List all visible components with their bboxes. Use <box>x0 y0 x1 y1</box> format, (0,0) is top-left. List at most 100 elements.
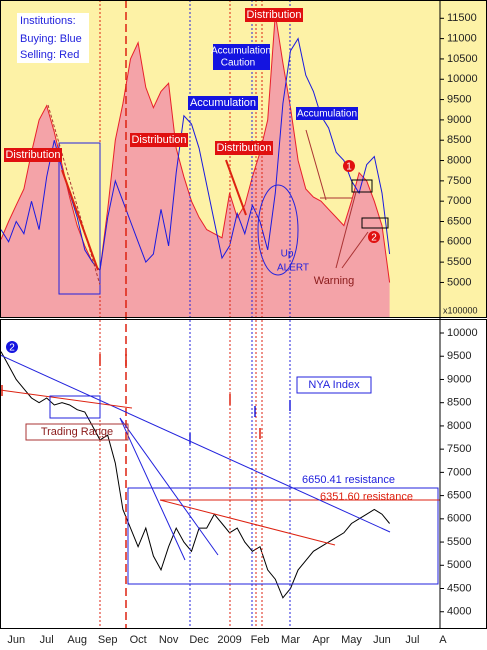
y-tick-label: 7500 <box>447 175 471 187</box>
top-drawings <box>47 104 389 295</box>
y-tick-label: 5500 <box>447 536 471 548</box>
y-tick-label: 5500 <box>447 256 471 268</box>
y-tick-label: 9500 <box>447 93 471 105</box>
x-tick-label: May <box>341 634 362 646</box>
x-tick-label: Aug <box>67 634 87 646</box>
y-tick-label: 9500 <box>447 350 471 362</box>
index-label: NYA Index <box>308 379 360 391</box>
y-tick-label: 6000 <box>447 513 471 525</box>
y-tick-label: 8000 <box>447 420 471 432</box>
distribution-label: Distribution <box>131 134 186 146</box>
pointer <box>335 191 357 269</box>
y-tick-label: 4000 <box>447 606 471 618</box>
x-tick-label: A <box>439 634 447 646</box>
trend-line <box>0 389 133 409</box>
trend-line <box>159 499 336 546</box>
alert-label: ALERT <box>277 263 309 274</box>
distribution-label: Distribution <box>5 149 60 161</box>
x-tick-label: Jun <box>373 634 391 646</box>
marker-label: 1 <box>346 162 352 173</box>
note-box <box>296 376 372 394</box>
label-box <box>213 44 270 70</box>
box <box>49 395 101 419</box>
alert-ellipse <box>257 184 299 276</box>
y-tick-label: 10000 <box>447 327 478 339</box>
label-box <box>4 148 62 162</box>
pointer <box>341 231 369 269</box>
trend-line <box>225 159 247 216</box>
resistance-label: 6650.41 resistance <box>302 474 395 486</box>
legend-entry: Selling: Red <box>20 49 79 61</box>
legend-title: Institutions: <box>20 15 76 27</box>
y-tick-label: 8000 <box>447 154 471 166</box>
x-tick-label: Mar <box>281 634 300 646</box>
marker <box>6 341 18 353</box>
y-tick-label: 7000 <box>447 195 471 207</box>
label-box <box>188 96 258 110</box>
box <box>127 487 439 585</box>
box <box>58 142 101 295</box>
y-tick-label: 5000 <box>447 559 471 571</box>
y-tick-label: 9000 <box>447 373 471 385</box>
trend-line <box>305 129 327 201</box>
accumulation-label: Accumulation <box>190 97 256 109</box>
range-label: Trading Range <box>41 426 113 438</box>
x-tick-label: Jul <box>405 634 419 646</box>
trend-line <box>47 104 101 286</box>
box <box>351 179 373 193</box>
y-tick-label: 9000 <box>447 114 471 126</box>
y-tick-label: 5000 <box>447 276 471 288</box>
trend-line <box>61 169 99 271</box>
warning-label: Warning <box>314 275 355 287</box>
distribution-label: Distribution <box>216 142 271 154</box>
accumulation-label: Accumulation <box>211 46 271 57</box>
x-tick-label: Apr <box>312 634 329 646</box>
marker <box>343 160 355 172</box>
accumulation-label: Accumulation <box>297 109 357 120</box>
alert-label: Up <box>281 249 294 260</box>
x-tick-label: Oct <box>130 634 147 646</box>
box <box>361 217 389 229</box>
line <box>0 351 390 599</box>
y-tick-label: 11500 <box>447 12 477 24</box>
x-tick-label: Feb <box>251 634 270 646</box>
x-tick-label: Jul <box>40 634 54 646</box>
y-tick-label: 8500 <box>447 134 471 146</box>
y-tick-label: 11000 <box>447 33 477 45</box>
y-tick-label: 7000 <box>447 466 471 478</box>
resistance-label: 6351.60 resistance <box>320 491 413 503</box>
y-tick-label: 10500 <box>447 53 478 65</box>
x-tick-label: Sep <box>98 634 118 646</box>
y-tick-label: 8500 <box>447 397 471 409</box>
x-tick-label: Dec <box>189 634 209 646</box>
area <box>1 14 390 317</box>
marker-label: 2 <box>9 343 15 354</box>
label-box <box>130 133 188 147</box>
x-tick-label: 2009 <box>217 634 241 646</box>
trend-line <box>119 417 186 561</box>
y-tick-label: 4500 <box>447 582 471 594</box>
legend-box <box>17 13 89 63</box>
bottom-panel-bg <box>0 319 487 629</box>
bottom-drawings <box>0 354 440 585</box>
distribution-label: Distribution <box>246 9 301 21</box>
marker <box>368 231 380 243</box>
trend-line <box>0 354 391 533</box>
y-tick-label: 6500 <box>447 215 471 227</box>
caution-label: Caution <box>221 58 255 69</box>
y-tick-label: 10000 <box>447 73 478 85</box>
note-box <box>25 423 129 441</box>
legend-entry: Buying: Blue <box>20 33 82 45</box>
label-box <box>296 107 358 120</box>
label-box <box>245 8 303 22</box>
x-tick-label: Jun <box>7 634 25 646</box>
y-tick-label: 6000 <box>447 236 471 248</box>
trend-line <box>119 417 219 556</box>
label-box <box>215 141 273 155</box>
y-tick-label: 7500 <box>447 443 471 455</box>
marker-label: 2 <box>371 233 377 244</box>
x-tick-label: Nov <box>159 634 179 646</box>
y-tick-label: 6500 <box>447 490 471 502</box>
